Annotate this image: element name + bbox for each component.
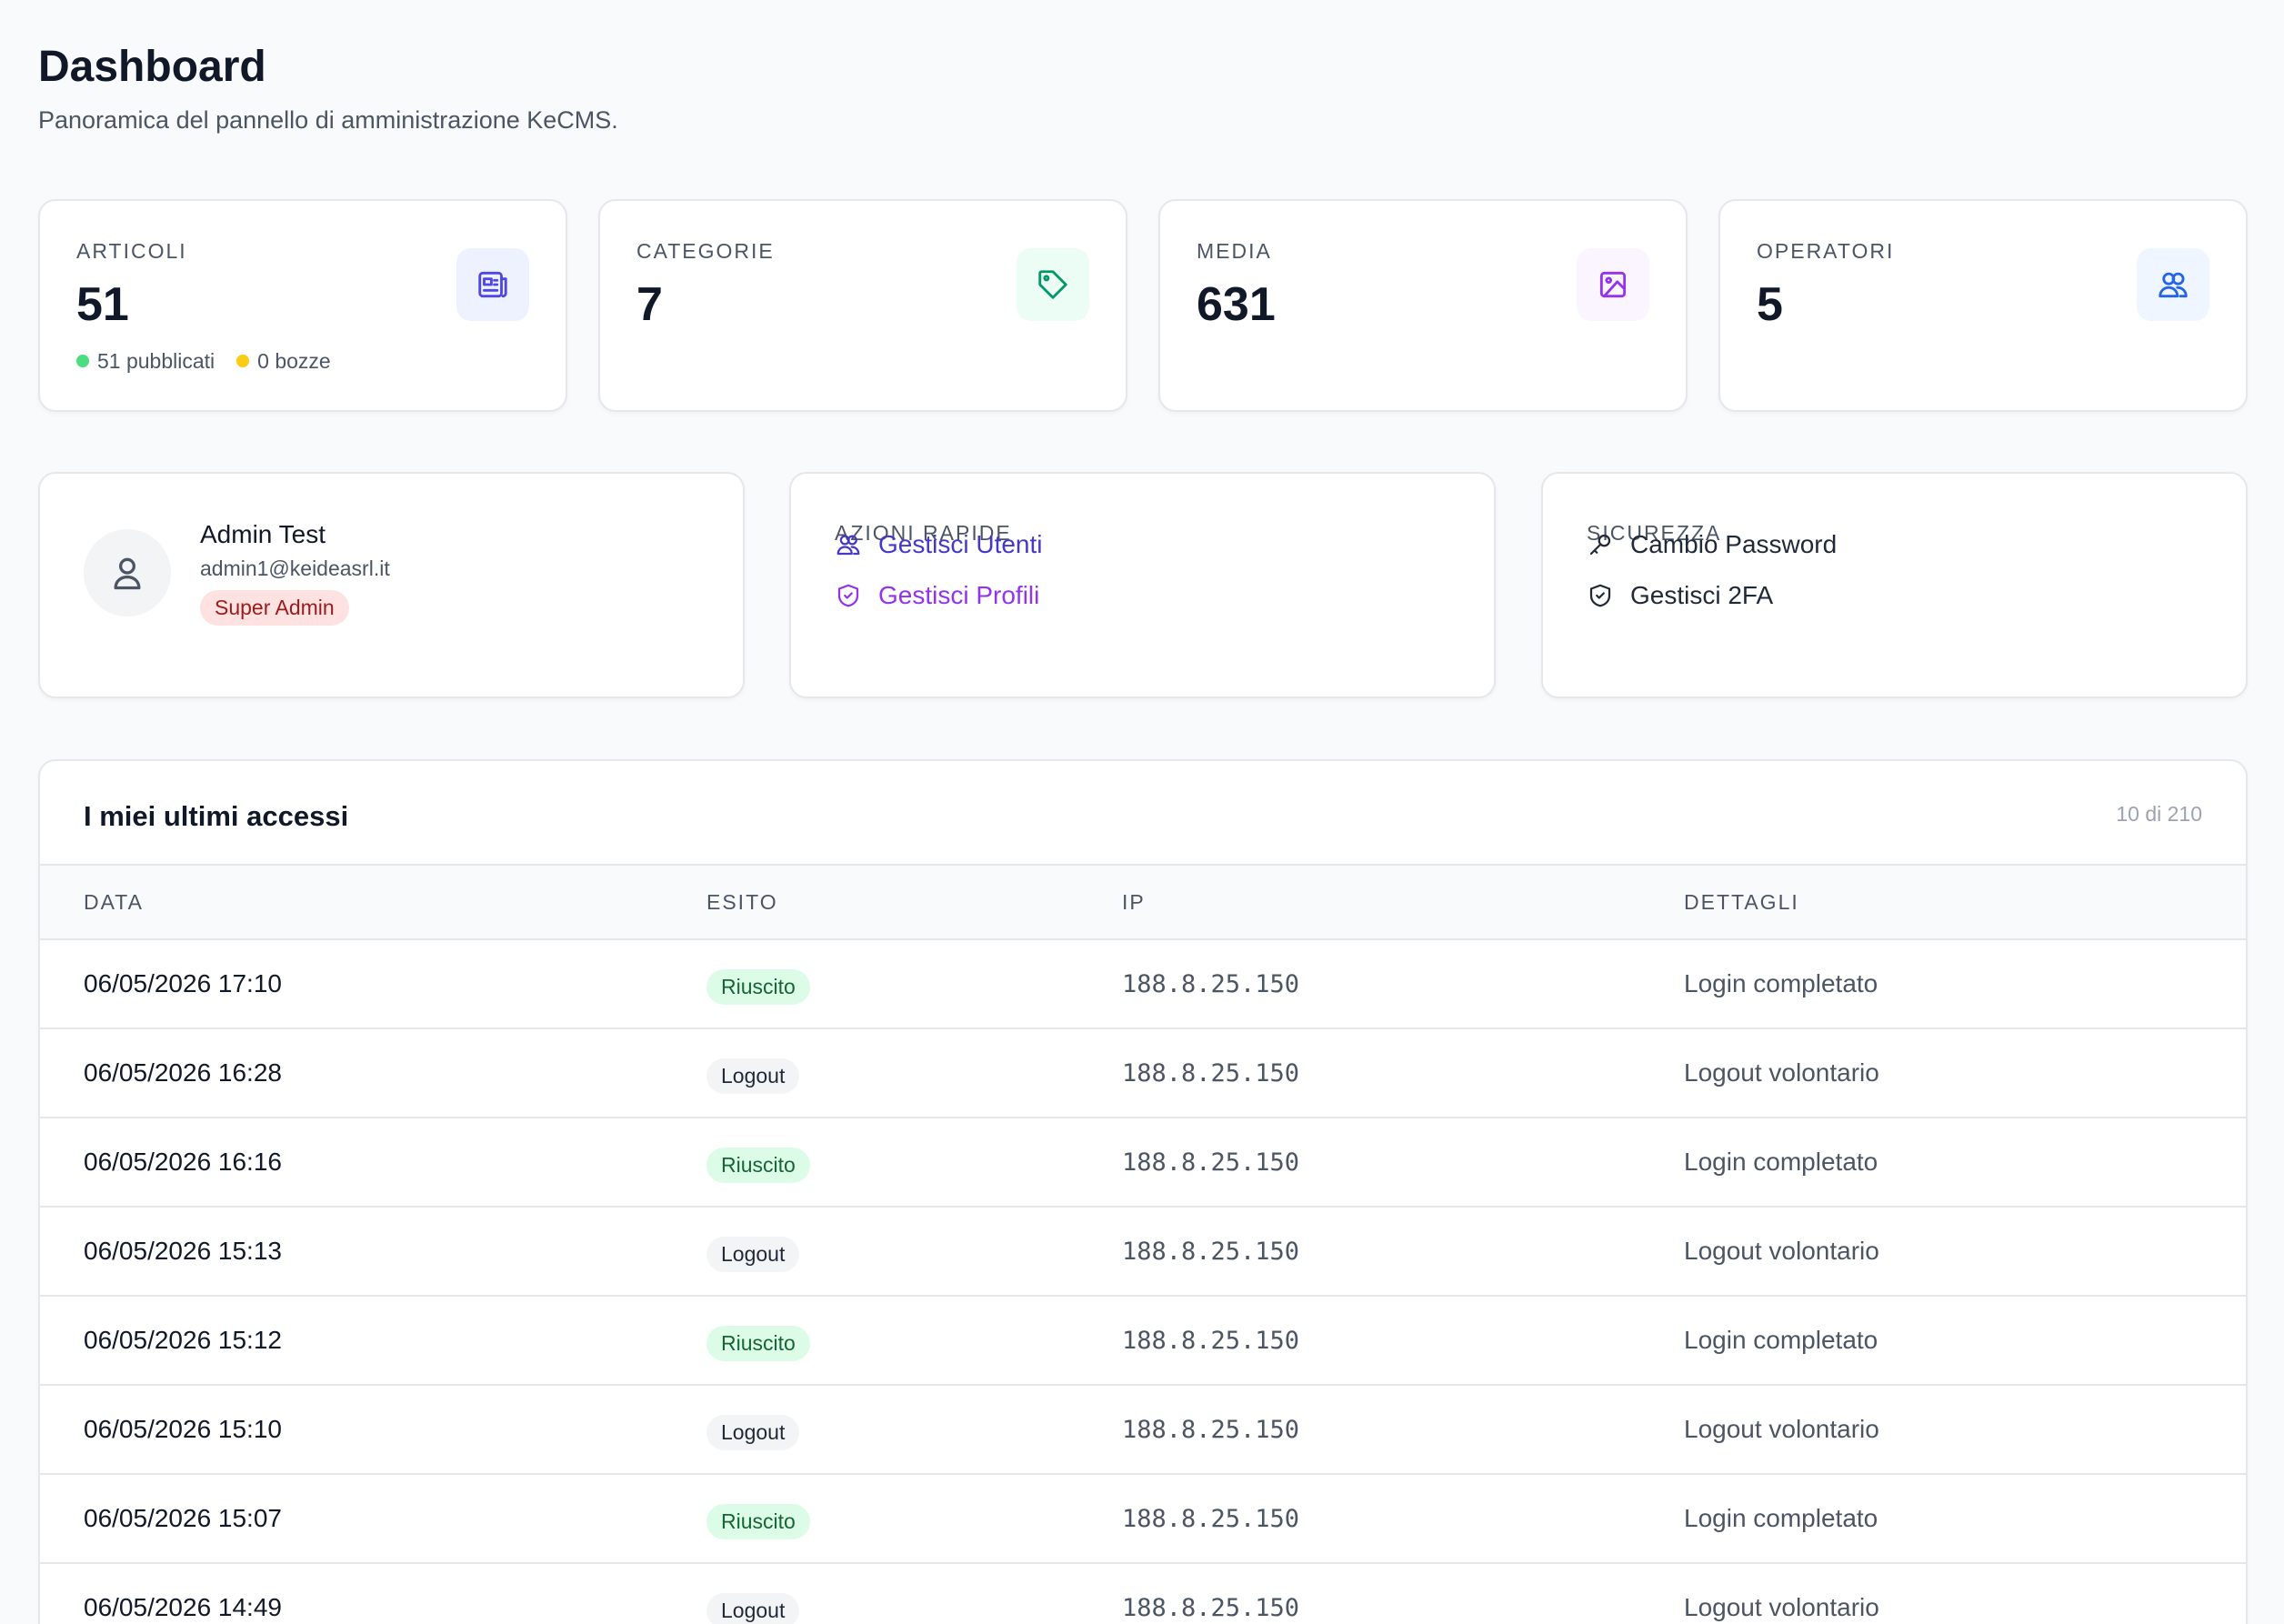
status-badge: Logout — [706, 1058, 800, 1094]
role-badge: Super Admin — [200, 590, 349, 626]
cell-status: Riuscito — [706, 1499, 1122, 1539]
cell-status: Logout — [706, 1409, 1122, 1450]
status-badge: Logout — [706, 1236, 800, 1272]
stat-icon — [1017, 248, 1089, 321]
status-badge: Riuscito — [706, 1325, 810, 1361]
stat-value: 631 — [1197, 278, 1276, 331]
stat-value: 5 — [1757, 278, 1783, 331]
stat-label: MEDIA — [1197, 239, 1272, 263]
cell-details: Logout volontario — [1684, 1237, 1879, 1265]
cell-details: Login completato — [1684, 1504, 1878, 1532]
status-badge: Riuscito — [706, 968, 810, 1005]
stat-card: OPERATORI 5 — [1718, 199, 2248, 412]
cell-date: 06/05/2026 15:13 — [84, 1237, 282, 1265]
stat-value: 51 — [76, 278, 129, 331]
status-badge: Logout — [706, 1414, 800, 1450]
action-link[interactable]: Gestisci 2FA — [1587, 581, 1773, 610]
cell-status: Logout — [706, 1231, 1122, 1272]
cell-date: 06/05/2026 16:16 — [84, 1148, 282, 1176]
cell-ip: 188.8.25.150 — [1122, 969, 1300, 998]
table-row: 06/05/2026 17:10 Riuscito 188.8.25.150 Logi… — [40, 938, 2246, 1028]
column-header: DATA — [84, 889, 144, 914]
section-label: AZIONI RAPIDE — [835, 521, 1012, 545]
profile-card: Admin Test admin1@keideasrl.it Super Admin — [38, 472, 745, 698]
cell-details: Logout volontario — [1684, 1593, 1879, 1621]
table-row: 06/05/2026 15:13 Logout 188.8.25.150 Logout… — [40, 1206, 2246, 1295]
stat-icon — [2137, 248, 2209, 321]
cell-details: Login completato — [1684, 969, 1878, 997]
cell-status: Riuscito — [706, 1142, 1122, 1183]
table-count: 10 di 210 — [2116, 802, 2202, 826]
profile-email: admin1@keideasrl.it — [200, 556, 390, 580]
stat-label: CATEGORIE — [636, 239, 775, 263]
table-row: 06/05/2026 15:07 Riuscito 188.8.25.150 Logi… — [40, 1473, 2246, 1562]
cell-details: Login completato — [1684, 1148, 1878, 1176]
cell-ip: 188.8.25.150 — [1122, 1326, 1300, 1355]
cell-date: 06/05/2026 15:07 — [84, 1504, 282, 1532]
stat-card: CATEGORIE 7 — [598, 199, 1127, 412]
cell-status: Logout — [706, 1588, 1122, 1624]
action-text: Cambio Password — [1630, 530, 1838, 558]
breakdown-item: 51 pubblicati — [76, 349, 215, 374]
page-title: Dashboard — [38, 43, 266, 91]
profile-name: Admin Test — [200, 520, 326, 548]
status-badge: Riuscito — [706, 1503, 810, 1539]
cell-status: Riuscito — [706, 964, 1122, 1005]
table-row: 06/05/2026 16:28 Logout 188.8.25.150 Logout… — [40, 1028, 2246, 1117]
cell-status: Logout — [706, 1053, 1122, 1094]
column-header: IP — [1122, 889, 1146, 914]
cell-ip: 188.8.25.150 — [1122, 1058, 1300, 1088]
breakdown-item: 0 bozze — [236, 349, 331, 374]
stat-card: ARTICOLI 51 51 pubblicati 0 bozze — [38, 199, 567, 412]
breakdown-text: 51 pubblicati — [97, 349, 215, 373]
table-row: 06/05/2026 16:16 Riuscito 188.8.25.150 Logi… — [40, 1117, 2246, 1206]
action-text: Gestisci Profili — [878, 581, 1040, 609]
cell-date: 06/05/2026 17:10 — [84, 969, 282, 997]
stat-label: ARTICOLI — [76, 239, 187, 263]
table-grid: DATA ESITO IP DETTAGLI 06/05/2026 17:10 Riusc… — [40, 864, 2246, 1624]
cell-date: 06/05/2026 15:10 — [84, 1415, 282, 1443]
cell-date: 06/05/2026 15:12 — [84, 1326, 282, 1354]
cell-date: 06/05/2026 14:49 — [84, 1593, 282, 1621]
cell-ip: 188.8.25.150 — [1122, 1504, 1300, 1533]
cell-status: Riuscito — [706, 1320, 1122, 1361]
column-header: DETTAGLI — [1684, 889, 1799, 914]
action-text: Gestisci 2FA — [1630, 581, 1774, 609]
cell-date: 06/05/2026 16:28 — [84, 1058, 282, 1087]
security-card: SICUREZZA Cambio Password Gestisci 2FA — [1541, 472, 2248, 698]
cell-details: Logout volontario — [1684, 1058, 1879, 1087]
cell-details: Logout volontario — [1684, 1415, 1879, 1443]
action-link[interactable]: Gestisci Utenti — [835, 530, 1043, 559]
action-link[interactable]: Cambio Password — [1587, 530, 1837, 559]
cell-ip: 188.8.25.150 — [1122, 1415, 1300, 1444]
table-row: 06/05/2026 14:49 Logout 188.8.25.150 Logout… — [40, 1562, 2246, 1624]
stat-card: MEDIA 631 — [1158, 199, 1688, 412]
action-link[interactable]: Gestisci Profili — [835, 581, 1039, 610]
stat-icon — [1577, 248, 1649, 321]
quick-actions-card: AZIONI RAPIDE Gestisci Utenti Gestisci Pro… — [789, 472, 1496, 698]
status-dot — [76, 354, 89, 367]
status-badge: Riuscito — [706, 1147, 810, 1183]
column-header: ESITO — [706, 889, 778, 914]
table-header-row: DATA ESITO IP DETTAGLI — [40, 864, 2246, 938]
cell-ip: 188.8.25.150 — [1122, 1148, 1300, 1177]
breakdown-text: 0 bozze — [257, 349, 331, 373]
access-table: I miei ultimi accessi 10 di 210 DATA ESITO I… — [38, 759, 2248, 1624]
avatar — [84, 529, 171, 617]
stat-label: OPERATORI — [1757, 239, 1895, 263]
stat-breakdown: 51 pubblicati 0 bozze — [76, 349, 331, 374]
cell-ip: 188.8.25.150 — [1122, 1237, 1300, 1266]
stat-icon — [456, 248, 529, 321]
page-subtitle: Panoramica del pannello di amministrazio… — [38, 106, 618, 134]
status-dot — [236, 354, 250, 367]
table-title: I miei ultimi accessi — [84, 800, 349, 832]
action-text: Gestisci Utenti — [878, 530, 1043, 558]
table-row: 06/05/2026 15:12 Riuscito 188.8.25.150 Logi… — [40, 1295, 2246, 1384]
cell-details: Login completato — [1684, 1326, 1878, 1354]
status-badge: Logout — [706, 1592, 800, 1624]
table-row: 06/05/2026 15:10 Logout 188.8.25.150 Logout… — [40, 1384, 2246, 1473]
cell-ip: 188.8.25.150 — [1122, 1593, 1300, 1622]
stat-value: 7 — [636, 278, 663, 331]
